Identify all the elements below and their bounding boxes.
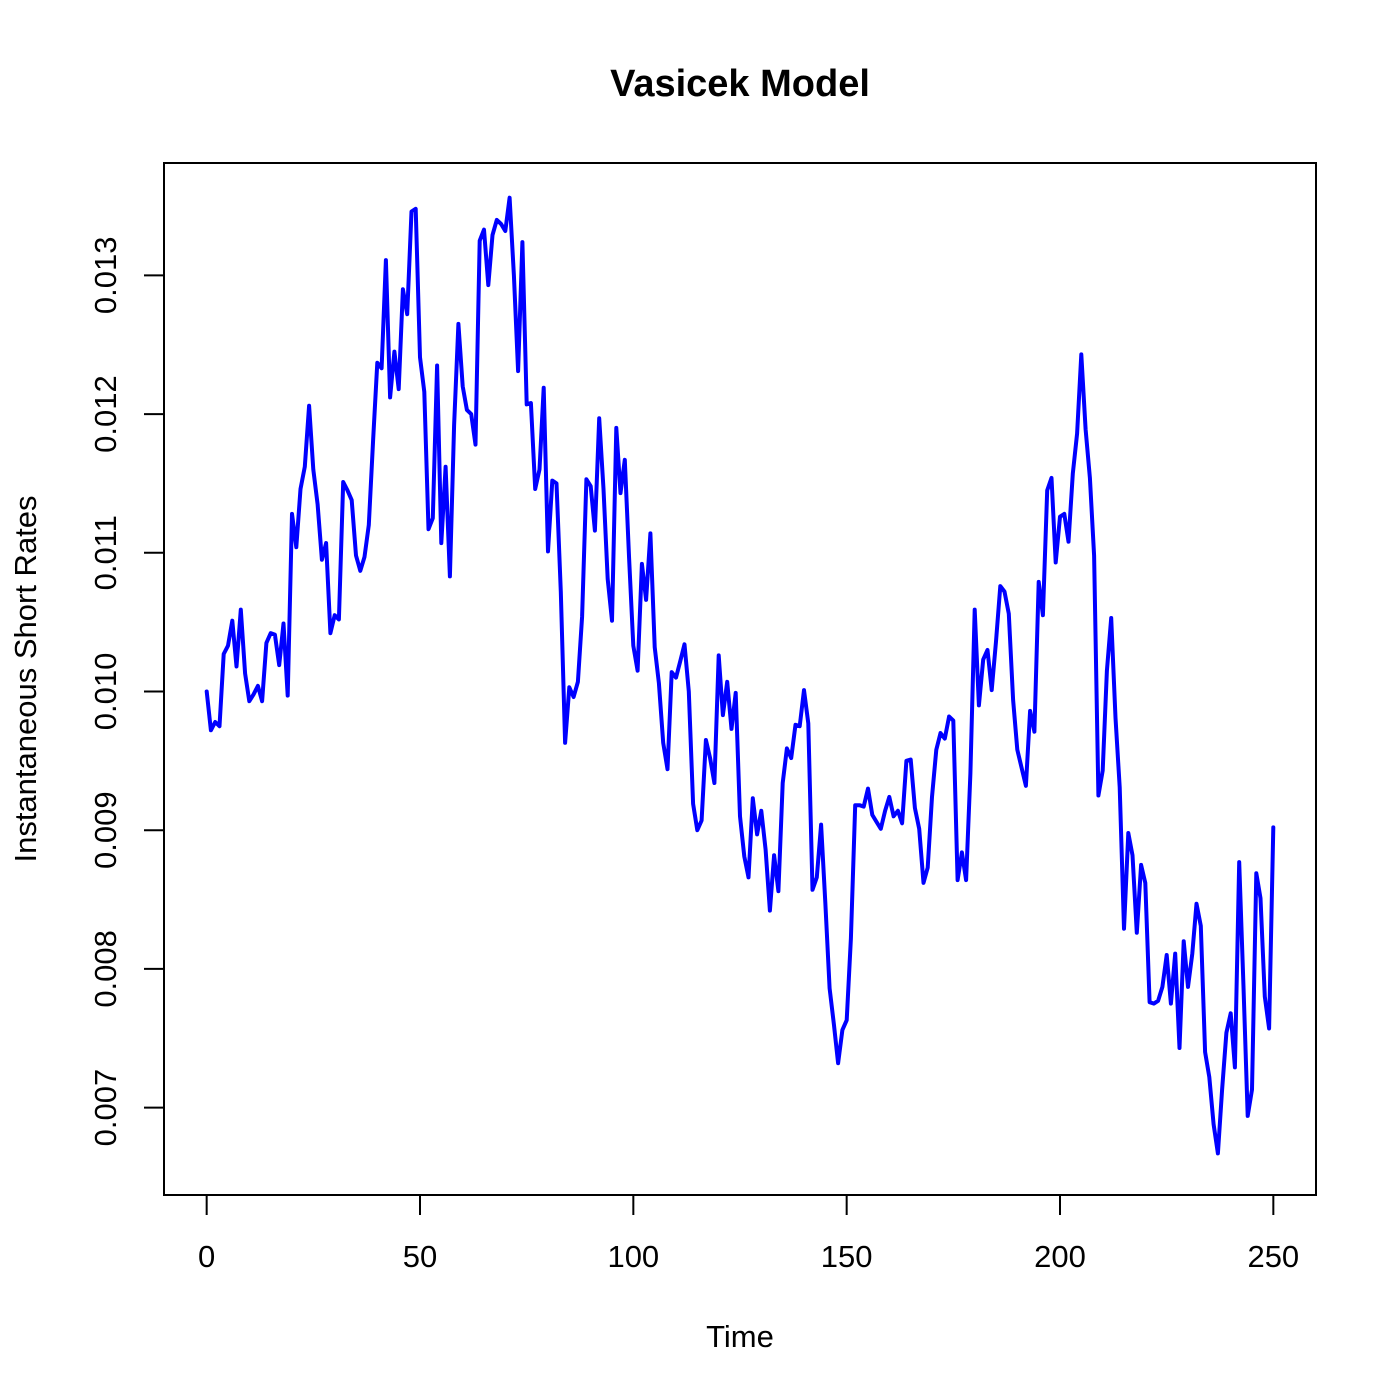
x-tick-label: 100 <box>607 1239 659 1274</box>
x-axis: 0 50 100 150 200 250 <box>198 1194 1299 1274</box>
series-line <box>204 195 1276 1156</box>
x-tick-label: 250 <box>1247 1239 1299 1274</box>
y-axis: 0.007 0.008 0.009 0.010 0.011 0.012 0.013 <box>88 237 165 1147</box>
y-tick-label: 0.007 <box>88 1069 123 1147</box>
plot-frame <box>163 162 1317 1196</box>
series-layer <box>204 195 1276 1156</box>
y-tick-label: 0.012 <box>88 375 123 453</box>
x-tick-label: 150 <box>821 1239 873 1274</box>
y-tick-label: 0.010 <box>88 653 123 731</box>
x-tick-label: 200 <box>1034 1239 1086 1274</box>
x-axis-label: Time <box>706 1319 774 1354</box>
chart-title: Vasicek Model <box>610 63 870 105</box>
y-axis-label: Instantaneous Short Rates <box>8 495 43 862</box>
y-tick-label: 0.011 <box>88 515 123 590</box>
x-tick-label: 0 <box>198 1239 215 1274</box>
x-tick-label: 50 <box>403 1239 437 1274</box>
y-tick-label: 0.009 <box>88 791 123 869</box>
y-tick-label: 0.013 <box>88 237 123 315</box>
y-tick-label: 0.008 <box>88 930 123 1008</box>
